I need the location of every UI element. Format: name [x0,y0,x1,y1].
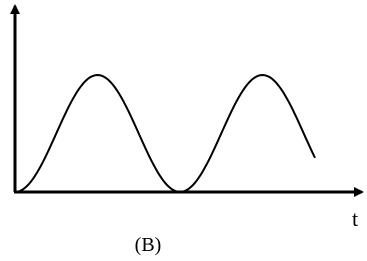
diagram: t (B) [0,0,367,261]
waveform [15,75,315,192]
caption: (B) [135,234,162,256]
axis-label-x: t [352,206,358,231]
